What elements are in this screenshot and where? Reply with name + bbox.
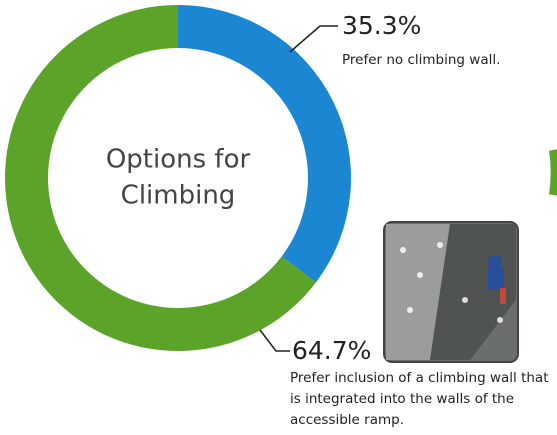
donut-segment [178,5,351,283]
category-label: Prefer no climbing wall. [342,52,501,68]
center-label: Climbing [121,181,236,211]
value-label: 64.7% [292,336,371,365]
leader-line [259,329,290,352]
category-label: Prefer inclusion of a climbing wall that… [290,370,549,428]
category-label-box: Prefer inclusion of a climbing wall that… [290,370,549,428]
leader-line [289,25,338,53]
value-label: 35.3% [342,11,421,40]
cut-chart [549,149,557,196]
photo [383,221,519,363]
category-label-box: Prefer no climbing wall. [342,52,501,68]
center-label: Options for [106,145,251,175]
